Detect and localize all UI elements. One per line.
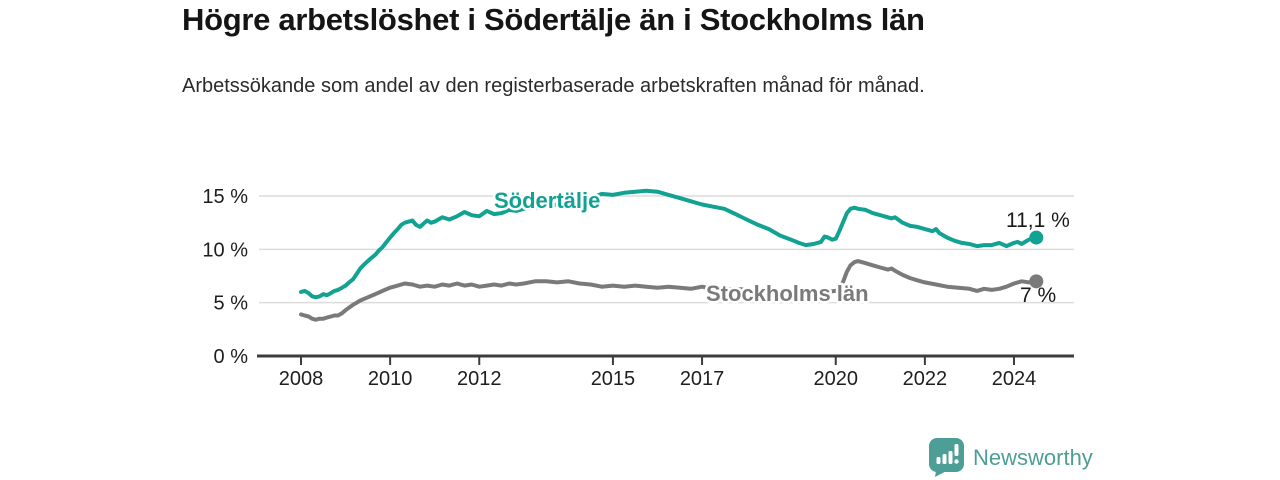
chart-subtitle: Arbetssökande som andel av den registerb… <box>182 75 925 97</box>
series-end-dot-sodertalje <box>1029 230 1044 245</box>
x-axis-label-2010: 2010 <box>368 368 413 390</box>
page-title: Högre arbetslöshet i Södertälje än i Sto… <box>182 2 925 37</box>
newsworthy-logo-icon <box>929 438 964 477</box>
end-value-label-sodertalje: 11,1 % <box>1006 209 1070 232</box>
x-axis-label-2017: 2017 <box>680 368 725 390</box>
series-label-sodertalje: Södertälje <box>494 188 600 213</box>
newsworthy-logo-text: Newsworthy <box>973 444 1093 470</box>
x-axis-label-2015: 2015 <box>591 368 636 390</box>
mini-bar-chart-glyph <box>936 444 959 464</box>
series-line-stockholms-lan <box>299 259 1039 322</box>
series-line-sodertalje <box>299 188 1039 300</box>
x-axis-label-2022: 2022 <box>903 368 948 390</box>
series-label-stockholms-lan: Stockholms län <box>706 281 869 306</box>
end-value-label-stockholms-lan: 7 % <box>1020 284 1056 307</box>
y-axis-label-15pct: 15 % <box>202 186 248 208</box>
y-axis-label-0pct: 0 % <box>214 346 249 368</box>
y-axis-label-5pct: 5 % <box>214 293 249 315</box>
series-end-dot-stockholms-lan <box>1029 274 1044 289</box>
y-axis-label-10pct: 10 % <box>202 239 248 261</box>
x-axis-label-2024: 2024 <box>992 368 1037 390</box>
x-axis-label-2012: 2012 <box>457 368 502 390</box>
x-axis-label-2008: 2008 <box>279 368 324 390</box>
footer-brand: Newsworthy <box>929 438 1093 477</box>
x-axis-label-2020: 2020 <box>814 368 859 390</box>
